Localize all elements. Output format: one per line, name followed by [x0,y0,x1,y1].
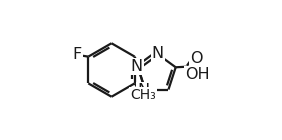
Text: CH₃: CH₃ [131,88,156,102]
Text: F: F [72,47,82,62]
Text: N: N [131,59,143,74]
Text: N: N [152,46,164,61]
Text: O: O [190,51,203,66]
Text: OH: OH [185,67,210,82]
Text: N: N [137,83,149,98]
